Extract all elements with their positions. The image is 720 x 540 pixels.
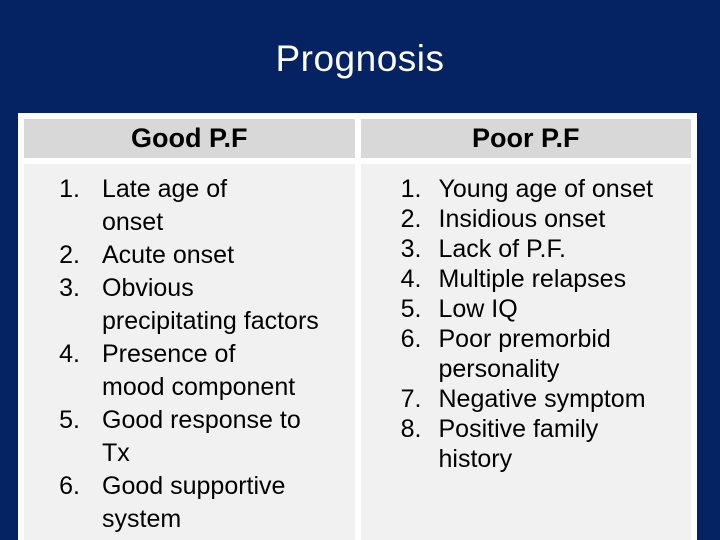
prognosis-table: Good P.F 1. Late age of onset 2. Acute o… — [18, 113, 697, 540]
item-number: 2. — [59, 241, 80, 269]
item-number: 1. — [400, 175, 422, 203]
item-number: 3. — [400, 235, 422, 263]
item-text: Low IQ — [438, 295, 518, 323]
item-text: Good supportive system — [102, 472, 286, 533]
item-text: Acute onset — [102, 241, 235, 269]
list-item: 3. Obvious precipitating factors — [24, 272, 355, 338]
list-item: 8. Positive family history — [361, 414, 692, 474]
list-item: 1. Young age of onset — [361, 174, 692, 204]
item-text: Negative symptom — [438, 385, 646, 413]
item-text: Good response to Tx — [102, 406, 301, 467]
item-number: 6. — [400, 325, 422, 353]
good-pf-list: 1. Late age of onset 2. Acute onset 3. O… — [24, 164, 355, 540]
poor-pf-list: 1. Young age of onset 2. Insidious onset… — [360, 164, 692, 540]
poor-pf-header: Poor P.F — [360, 119, 691, 158]
item-number: 2. — [400, 205, 422, 233]
item-number: 7. — [400, 385, 422, 413]
item-number: 1. — [59, 175, 80, 203]
list-item: 1. Late age of onset — [24, 173, 355, 239]
item-number: 8. — [400, 415, 422, 443]
item-text: Presence of mood component — [102, 340, 296, 401]
item-number: 3. — [59, 274, 80, 302]
item-text: Poor premorbid personality — [438, 325, 611, 383]
item-number: 5. — [400, 295, 422, 323]
item-number: 5. — [59, 406, 80, 434]
list-item: 6. Good supportive system — [24, 470, 355, 536]
item-text: Insidious onset — [438, 205, 606, 233]
item-text: Obvious precipitating factors — [102, 274, 319, 335]
list-item: 2. Acute onset — [24, 239, 355, 272]
item-text: Multiple relapses — [438, 265, 627, 293]
list-item: 4. Presence of mood component — [24, 338, 355, 404]
item-number: 4. — [59, 340, 80, 368]
list-item: 4. Multiple relapses — [361, 264, 692, 294]
poor-pf-column: Poor P.F 1. Young age of onset 2. Insidi… — [360, 119, 692, 540]
list-item: 5. Good response to Tx — [24, 404, 355, 470]
list-item: 6. Poor premorbid personality — [361, 324, 692, 384]
item-text: Young age of onset — [438, 175, 654, 203]
list-item: 2. Insidious onset — [361, 204, 692, 234]
list-item: 7. Negative symptom — [361, 384, 692, 414]
good-pf-header: Good P.F — [24, 119, 355, 158]
item-number: 6. — [59, 472, 80, 500]
item-text: Lack of P.F. — [438, 235, 566, 263]
list-item: 5. Low IQ — [361, 294, 692, 324]
list-item: 3. Lack of P.F. — [361, 234, 692, 264]
good-pf-column: Good P.F 1. Late age of onset 2. Acute o… — [24, 119, 355, 540]
item-number: 4. — [400, 265, 422, 293]
item-text: Positive family history — [438, 415, 599, 473]
item-text: Late age of onset — [102, 175, 228, 236]
slide-title: Prognosis — [275, 38, 445, 79]
